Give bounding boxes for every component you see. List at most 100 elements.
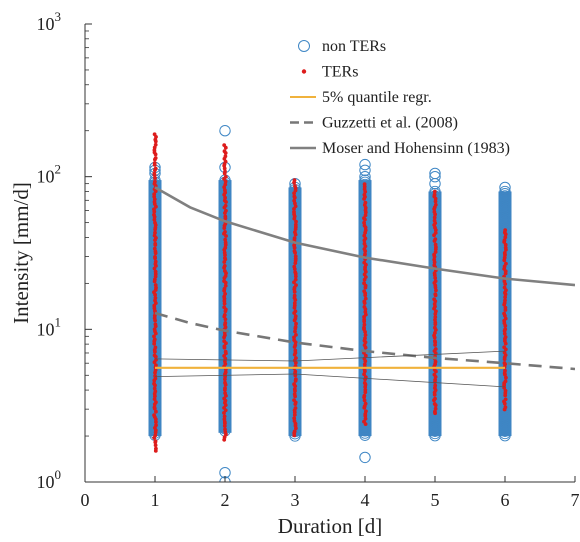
ters-point (363, 225, 368, 230)
ters-point (363, 385, 368, 389)
axes: 0 1 2 3 4 5 6 7 100 101 102 103 Duration [d] Intensit… (9, 9, 580, 538)
ters-column (502, 228, 508, 412)
ters-point (292, 207, 296, 211)
ters-point (363, 230, 367, 235)
non-ters-point (359, 164, 371, 177)
ters-point (502, 258, 507, 263)
ters-point (152, 163, 157, 167)
y-tick-label: 102 (37, 162, 62, 187)
non-ters-point (359, 158, 371, 171)
ters-point (292, 345, 297, 349)
ters-point (152, 360, 157, 365)
ters-point (222, 265, 227, 270)
ters-point (432, 254, 437, 259)
ters-point (224, 271, 228, 276)
ters-point (502, 302, 507, 307)
ters-point (503, 372, 507, 377)
ters-point (293, 261, 298, 265)
ters-point (292, 311, 297, 315)
y-axis-title: Intensity [mm/d] (9, 182, 33, 324)
ters-point (362, 395, 366, 400)
y-tick-label: 103 (37, 9, 62, 34)
ters-point (502, 407, 507, 412)
ters-point (224, 341, 228, 346)
ters-point (293, 298, 298, 302)
ters-point (432, 189, 437, 194)
ters-point (153, 157, 157, 162)
legend-label: TERs (322, 64, 358, 81)
ters-point (293, 277, 298, 282)
ters-point (363, 217, 367, 222)
ters-point (224, 393, 228, 398)
ters-point (363, 213, 368, 218)
ters-point (293, 340, 298, 345)
ters-point (432, 398, 436, 403)
ters-point (293, 232, 298, 237)
ters-point (154, 204, 158, 209)
ters-point (363, 189, 368, 194)
ters-point (153, 354, 158, 359)
ters-point (433, 403, 438, 408)
ters-point (503, 292, 508, 297)
ters-point (153, 292, 158, 297)
legend-item-quantile: 5% quantile regr. (290, 89, 432, 106)
ters-point (223, 388, 227, 392)
ters-point (153, 349, 157, 354)
y-tick-label: 101 (37, 314, 62, 339)
ters-point (222, 411, 226, 415)
ters-point (292, 335, 296, 340)
ters-point (153, 256, 158, 261)
ters-point (363, 390, 368, 395)
ters-point (433, 380, 437, 384)
ters-point (223, 237, 228, 242)
ters-column (152, 132, 158, 453)
legend-item-guzzetti: Guzzetti et al. (2008) (290, 115, 458, 132)
ters-point (503, 313, 507, 318)
ters-point (363, 249, 368, 254)
ters-point (222, 247, 227, 252)
ters-point (363, 296, 368, 301)
ters-point (294, 426, 298, 431)
non-ters-point (499, 181, 511, 194)
ters-point (223, 309, 228, 314)
ters-point (502, 329, 507, 333)
ters-point (222, 226, 227, 231)
moser-hohensinn-line (154, 186, 575, 287)
ters-point (223, 151, 228, 155)
ters-point (362, 322, 367, 327)
ters-point (223, 242, 228, 247)
ters-column (222, 143, 228, 442)
ters-point (362, 238, 367, 243)
ters-point (223, 403, 228, 407)
ters-point (152, 215, 157, 219)
x-tick-label: 2 (221, 490, 230, 510)
ters-point (223, 280, 228, 285)
ters-point (363, 345, 368, 350)
ters-point (292, 195, 297, 200)
ters-point (153, 331, 158, 336)
ters-point (363, 359, 368, 364)
ters-point (433, 343, 437, 347)
ters-point (292, 290, 297, 294)
ters-point (153, 238, 157, 243)
ters-point (433, 375, 438, 379)
ters-point (362, 197, 366, 201)
ters-point (154, 409, 158, 414)
ters-point (504, 247, 508, 252)
ters-point (153, 383, 157, 388)
ters-point (433, 328, 438, 332)
legend: non TERs TERs 5% quantile regr. Guzzetti et… (290, 38, 510, 157)
ters-point (432, 233, 436, 238)
x-tick-label: 3 (291, 490, 300, 510)
ters-point (223, 317, 228, 322)
ters-point (292, 352, 297, 357)
ters-point (362, 277, 367, 282)
x-tick-label: 5 (431, 490, 440, 510)
x-tick-label: 0 (81, 490, 90, 510)
ters-point (503, 232, 508, 237)
ters-point (502, 401, 507, 406)
ters-point (293, 394, 297, 399)
ters-point (222, 171, 227, 176)
ters-point (432, 335, 437, 340)
ters-point (222, 260, 227, 264)
